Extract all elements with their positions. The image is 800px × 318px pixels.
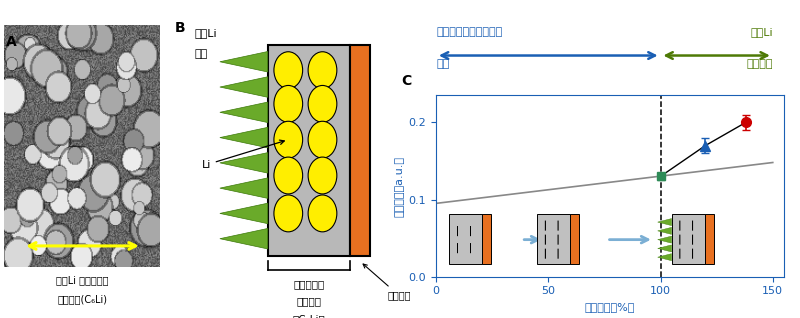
Bar <box>268 45 350 256</box>
Bar <box>705 214 714 264</box>
Text: インターカレーション: インターカレーション <box>436 27 502 38</box>
Circle shape <box>308 52 337 89</box>
Text: A: A <box>6 35 17 49</box>
Text: Li: Li <box>202 140 284 170</box>
Polygon shape <box>220 127 268 148</box>
Bar <box>570 214 578 264</box>
Polygon shape <box>220 228 268 249</box>
Polygon shape <box>220 203 268 224</box>
X-axis label: 充電容量（%）: 充電容量（%） <box>585 302 635 312</box>
Bar <box>482 214 491 264</box>
Circle shape <box>308 195 337 232</box>
Text: 金属Li: 金属Li <box>195 28 218 38</box>
Y-axis label: 信号強度（a.u.）: 信号強度（a.u.） <box>394 156 404 217</box>
Text: 金属Li: 金属Li <box>750 27 773 38</box>
Text: （C₆Li）: （C₆Li） <box>293 314 325 318</box>
Polygon shape <box>658 254 671 261</box>
Circle shape <box>308 157 337 194</box>
Polygon shape <box>220 178 268 198</box>
Circle shape <box>274 86 302 122</box>
Text: 析出領域: 析出領域 <box>746 59 773 69</box>
Polygon shape <box>220 52 268 72</box>
Circle shape <box>274 121 302 158</box>
Text: 充電された: 充電された <box>293 279 325 289</box>
Text: 黒鉛負極(C₆Li): 黒鉛負極(C₆Li) <box>58 294 107 304</box>
Bar <box>671 214 705 264</box>
Polygon shape <box>658 245 671 252</box>
Text: 黒鉛負極: 黒鉛負極 <box>296 296 322 307</box>
Circle shape <box>274 195 302 232</box>
Bar <box>450 214 482 264</box>
Polygon shape <box>658 227 671 234</box>
Circle shape <box>274 52 302 89</box>
Text: 析出: 析出 <box>195 49 208 59</box>
Text: 領域: 領域 <box>436 59 450 69</box>
Text: B: B <box>174 22 185 36</box>
Polygon shape <box>220 153 268 173</box>
Polygon shape <box>220 102 268 122</box>
Polygon shape <box>220 77 268 97</box>
Text: 金属Li 充電された: 金属Li 充電された <box>56 275 109 285</box>
Text: C: C <box>402 74 411 88</box>
Polygon shape <box>658 236 671 243</box>
Circle shape <box>274 157 302 194</box>
Text: 銅集電箔: 銅集電箔 <box>363 264 411 301</box>
Bar <box>350 45 370 256</box>
Bar <box>537 214 570 264</box>
Polygon shape <box>658 218 671 225</box>
Circle shape <box>308 121 337 158</box>
Circle shape <box>308 86 337 122</box>
